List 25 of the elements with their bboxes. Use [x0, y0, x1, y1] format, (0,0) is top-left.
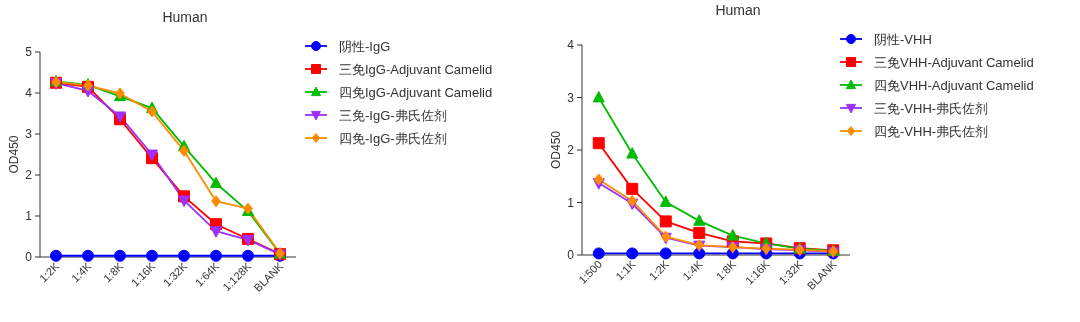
y-axis-title: OD450 — [549, 130, 563, 170]
y-tick-label: 3 — [567, 90, 575, 105]
legend-label: 四免-IgG-弗氏佐剂 — [339, 131, 447, 146]
y-tick-label: 4 — [25, 86, 33, 100]
y-tick-label: 2 — [25, 168, 33, 182]
legend-label: 四免-VHH-弗氏佐剂 — [874, 124, 989, 139]
legend-label: 四免VHH-Adjuvant Camelid — [874, 78, 1034, 93]
legend-label: 三免VHH-Adjuvant Camelid — [874, 55, 1034, 70]
y-tick-label: 3 — [25, 127, 33, 141]
y-axis-title: OD450 — [7, 135, 21, 174]
legend-label: 阴性-VHH — [874, 32, 932, 47]
legend-label: 三免IgG-Adjuvant Camelid — [339, 62, 493, 77]
legend-label: 三免-VHH-弗氏佐剂 — [874, 101, 989, 116]
y-tick-label: 0 — [25, 250, 33, 264]
legend-label: 四免IgG-Adjuvant Camelid — [339, 85, 493, 100]
chart-title: Human — [162, 9, 208, 25]
legend-label: 三免-IgG-弗氏佐剂 — [339, 108, 447, 123]
y-tick-label: 1 — [567, 195, 575, 210]
y-tick-label: 4 — [567, 38, 575, 52]
y-tick-label: 2 — [567, 143, 575, 157]
y-tick-label: 5 — [25, 45, 33, 59]
y-tick-label: 0 — [567, 248, 575, 262]
y-tick-label: 1 — [25, 209, 33, 223]
legend-label: 阴性-IgG — [339, 39, 391, 54]
chart-title: Human — [715, 2, 761, 18]
